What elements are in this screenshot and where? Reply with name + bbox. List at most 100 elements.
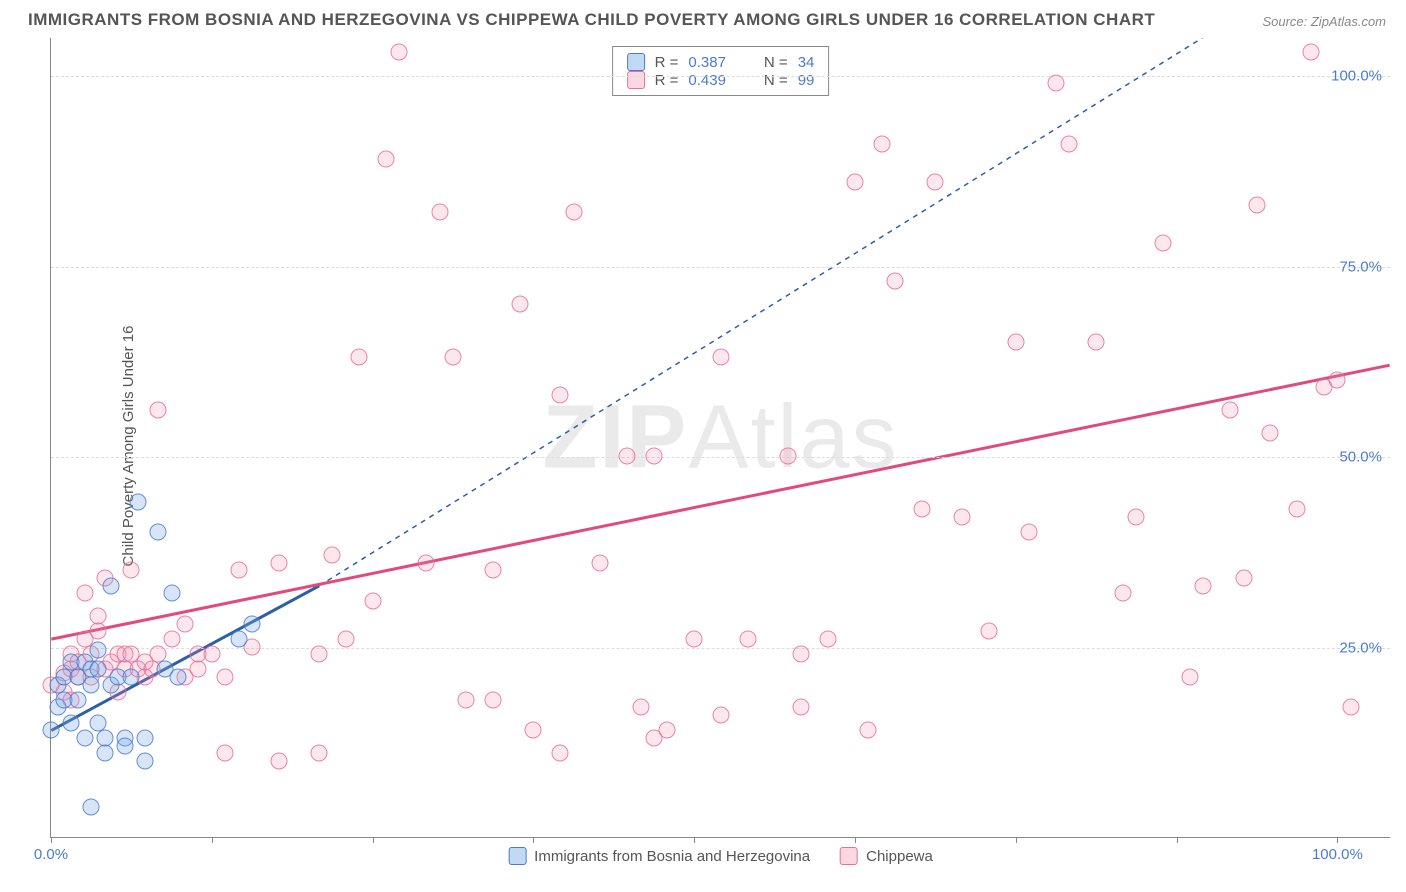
source-label: Source: ZipAtlas.com (1262, 14, 1386, 29)
data-point (1182, 669, 1199, 686)
data-point (1329, 371, 1346, 388)
data-point (1061, 135, 1078, 152)
data-point (311, 646, 328, 663)
data-point (123, 562, 140, 579)
data-point (927, 173, 944, 190)
r-label: R = (655, 72, 679, 89)
xtick-label: 0.0% (34, 846, 68, 863)
ytick-label: 50.0% (1339, 449, 1382, 466)
data-point (136, 752, 153, 769)
data-point (1128, 509, 1145, 526)
ytick-label: 25.0% (1339, 639, 1382, 656)
legend-swatch-pink-icon (840, 847, 858, 865)
watermark: ZIPAtlas (542, 386, 898, 489)
data-point (686, 630, 703, 647)
pink-series-label: Chippewa (866, 848, 933, 865)
gridline (51, 267, 1390, 268)
xtick (533, 837, 534, 843)
data-point (713, 707, 730, 724)
legend-swatch-blue-icon (508, 847, 526, 865)
data-point (1289, 501, 1306, 518)
data-point (1195, 577, 1212, 594)
blue-series-label: Immigrants from Bosnia and Herzegovina (534, 848, 810, 865)
data-point (552, 745, 569, 762)
data-point (445, 349, 462, 366)
data-point (820, 630, 837, 647)
pink-n-value: 99 (798, 72, 815, 89)
data-point (123, 669, 140, 686)
data-point (1222, 402, 1239, 419)
data-point (364, 592, 381, 609)
legend-item-blue: Immigrants from Bosnia and Herzegovina (508, 847, 810, 865)
data-point (391, 44, 408, 61)
data-point (525, 722, 542, 739)
data-point (512, 295, 529, 312)
gridline (51, 76, 1390, 77)
data-point (887, 272, 904, 289)
data-point (230, 630, 247, 647)
data-point (89, 661, 106, 678)
data-point (431, 204, 448, 221)
data-point (89, 623, 106, 640)
data-point (163, 630, 180, 647)
data-point (43, 722, 60, 739)
data-point (860, 722, 877, 739)
data-point (565, 204, 582, 221)
data-point (1088, 333, 1105, 350)
data-point (177, 615, 194, 632)
data-point (203, 646, 220, 663)
data-point (351, 349, 368, 366)
plot-area: ZIPAtlas R = 0.387 N = 34 R = 0.439 N = … (50, 38, 1390, 838)
xtick (855, 837, 856, 843)
data-point (63, 714, 80, 731)
data-point (83, 798, 100, 815)
data-point (136, 729, 153, 746)
data-point (1262, 425, 1279, 442)
data-point (190, 661, 207, 678)
data-point (632, 699, 649, 716)
xtick (51, 837, 52, 843)
data-point (646, 448, 663, 465)
data-point (1048, 74, 1065, 91)
gridline (51, 457, 1390, 458)
xtick (1016, 837, 1017, 843)
data-point (1021, 524, 1038, 541)
data-point (1155, 234, 1172, 251)
data-point (659, 722, 676, 739)
data-point (76, 729, 93, 746)
legend-row-pink: R = 0.439 N = 99 (627, 71, 815, 89)
blue-r-value: 0.387 (688, 54, 726, 71)
data-point (914, 501, 931, 518)
data-point (96, 729, 113, 746)
n-label: N = (764, 54, 788, 71)
data-point (552, 387, 569, 404)
data-point (739, 630, 756, 647)
xtick-label: 100.0% (1312, 846, 1363, 863)
data-point (230, 562, 247, 579)
data-point (337, 630, 354, 647)
ytick-label: 75.0% (1339, 258, 1382, 275)
legend-swatch-blue (627, 53, 645, 71)
data-point (847, 173, 864, 190)
r-label: R = (655, 54, 679, 71)
data-point (89, 642, 106, 659)
xtick (373, 837, 374, 843)
data-point (270, 752, 287, 769)
data-point (1342, 699, 1359, 716)
data-point (311, 745, 328, 762)
data-point (780, 448, 797, 465)
legend-swatch-pink (627, 71, 645, 89)
data-point (713, 349, 730, 366)
data-point (1302, 44, 1319, 61)
data-point (1007, 333, 1024, 350)
xtick (1337, 837, 1338, 843)
legend-item-pink: Chippewa (840, 847, 933, 865)
data-point (89, 608, 106, 625)
data-point (130, 493, 147, 510)
data-point (76, 585, 93, 602)
data-point (83, 676, 100, 693)
data-point (485, 691, 502, 708)
correlation-legend: R = 0.387 N = 34 R = 0.439 N = 99 (612, 46, 830, 96)
data-point (1235, 569, 1252, 586)
xtick (694, 837, 695, 843)
